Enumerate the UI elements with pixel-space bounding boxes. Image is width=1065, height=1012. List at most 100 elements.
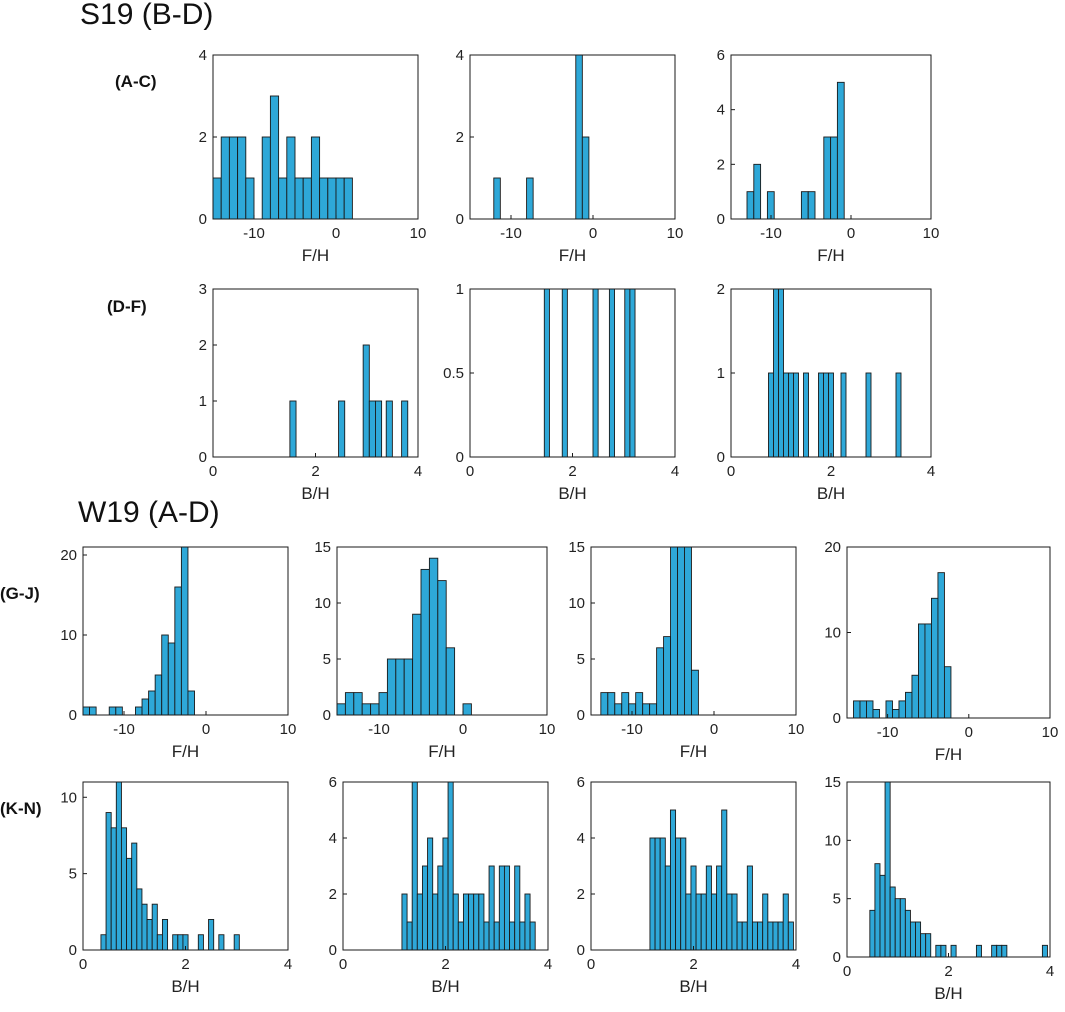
p11-xtick-label-0: 0 — [79, 956, 87, 973]
row-label-d-f: (D-F) — [107, 297, 147, 316]
p14-bar-18 — [1001, 944, 1008, 957]
p13-xtick-label-0: 0 — [587, 956, 595, 973]
p14-bar-6 — [899, 898, 906, 957]
p2-ytick-label-1: 2 — [456, 129, 464, 146]
p14-bar-5 — [894, 898, 901, 957]
p3-axes-box — [730, 54, 932, 220]
p4-xtick-label-1: 2 — [311, 463, 319, 480]
p14-bar-7 — [904, 909, 911, 957]
p3-bar-7 — [836, 81, 845, 219]
p14-bar-1 — [874, 863, 881, 957]
p12-bars — [401, 781, 536, 950]
p3-ytick-label-1: 2 — [717, 156, 725, 173]
section-title-s19: S19 (B-D) — [80, 0, 214, 31]
p6-ytick-label-0: 0 — [717, 449, 725, 466]
p5-xtick-label-0: 0 — [466, 463, 474, 480]
p4-bar-0 — [289, 400, 297, 457]
p12-bar-17 — [488, 865, 495, 950]
p5-bars — [543, 288, 636, 457]
p4-xtick-label-0: 0 — [209, 463, 217, 480]
p14-xtick-label-1: 2 — [944, 963, 952, 980]
p12-bar-25 — [529, 921, 536, 950]
p7-xtick-label-2: 10 — [280, 721, 297, 738]
p6-bar-11 — [865, 372, 872, 457]
p1-xlabel: F/H — [302, 246, 329, 265]
p12-xtick-label-0: 0 — [339, 956, 347, 973]
p3-xtick-label-1: 0 — [847, 225, 855, 242]
p3-bar-1 — [753, 163, 762, 219]
p7-xtick-label-1: 0 — [202, 721, 210, 738]
p2-xtick-label-1: 0 — [589, 225, 597, 242]
p7-ytick-label-1: 10 — [60, 627, 77, 644]
p14-ytick-label-1: 5 — [833, 891, 841, 908]
p13-ytick-label-1: 2 — [577, 886, 585, 903]
p2-xtick-label-0: -10 — [500, 225, 522, 242]
p6-ytick-label-1: 1 — [717, 365, 725, 382]
p9-ytick-label-0: 0 — [577, 707, 585, 724]
p8-xtick-label-0: -10 — [368, 721, 390, 738]
p7-bar-12 — [187, 690, 195, 715]
p1-xtick-label-1: 0 — [332, 225, 340, 242]
p14-bar-0 — [869, 909, 876, 957]
p8-xtick-label-1: 0 — [459, 721, 467, 738]
p4-bar-6 — [401, 400, 409, 457]
row-label-g-j: (G-J) — [0, 584, 40, 603]
p9-xtick-label-2: 10 — [788, 721, 805, 738]
p9-axes-box — [590, 546, 797, 716]
p13-bars — [649, 809, 794, 950]
p14-bar-13 — [940, 944, 947, 957]
p4-bar-5 — [385, 400, 393, 457]
p12-bar-22 — [514, 865, 521, 950]
p7-xtick-label-0: -10 — [113, 721, 135, 738]
p1-bar-6 — [269, 95, 280, 219]
p3-bars — [746, 81, 845, 219]
p1-bars — [213, 95, 353, 219]
p13-ytick-label-0: 0 — [577, 942, 585, 959]
p10-ytick-label-0: 0 — [833, 710, 841, 727]
p13-bar-19 — [746, 865, 753, 950]
p2-xtick-label-2: 10 — [667, 225, 684, 242]
p4-bars — [289, 344, 409, 457]
p12-ytick-label-1: 2 — [329, 886, 337, 903]
p2-bar-3 — [581, 136, 590, 219]
p8-bars — [337, 557, 472, 715]
p14-xtick-label-0: 0 — [843, 963, 851, 980]
p1-bar-4 — [245, 177, 255, 219]
p14-ytick-label-0: 0 — [833, 949, 841, 966]
p7-bar-1 — [89, 706, 97, 715]
p11-xtick-label-1: 2 — [181, 956, 189, 973]
p9-xtick-label-1: 0 — [710, 721, 718, 738]
p6-bar-12 — [895, 372, 902, 457]
p11-bar-17 — [208, 919, 215, 950]
p14-bar-12 — [935, 944, 942, 957]
p14-bar-9 — [915, 921, 922, 957]
p14-bar-8 — [909, 921, 916, 957]
p4-ytick-label-1: 1 — [199, 393, 207, 410]
p14-bar-10 — [920, 933, 927, 957]
p3-xtick-label-0: -10 — [760, 225, 782, 242]
p10-xlabel: F/H — [935, 745, 962, 764]
p14-xtick-label-2: 4 — [1046, 963, 1054, 980]
p5-ytick-label-2: 1 — [456, 281, 464, 298]
p12-xtick-label-1: 2 — [441, 956, 449, 973]
p3-ytick-label-3: 6 — [717, 47, 725, 64]
p12-bar-20 — [503, 865, 511, 950]
p6-xtick-label-2: 4 — [927, 463, 935, 480]
p14-xlabel: B/H — [934, 984, 962, 1003]
p8-axes-box — [336, 546, 548, 716]
p3-xlabel: F/H — [817, 246, 844, 265]
p14-bar-16 — [991, 944, 998, 957]
p14-bar-2 — [879, 874, 886, 957]
p7-ytick-label-0: 0 — [69, 707, 77, 724]
p7-bars — [83, 546, 195, 715]
p5-ytick-label-0: 0 — [456, 449, 464, 466]
